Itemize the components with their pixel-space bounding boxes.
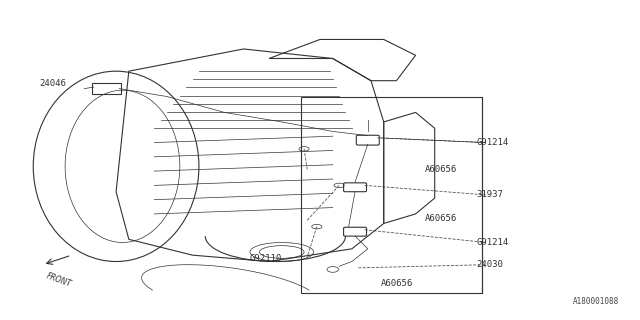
Text: FRONT: FRONT bbox=[45, 271, 72, 288]
Text: G92110: G92110 bbox=[250, 254, 282, 263]
Text: A60656: A60656 bbox=[381, 279, 413, 288]
Text: A180001088: A180001088 bbox=[573, 297, 620, 306]
Text: 24030: 24030 bbox=[476, 260, 503, 269]
Text: 24046: 24046 bbox=[40, 79, 67, 88]
Bar bbox=[301, 97, 483, 293]
Text: G91214: G91214 bbox=[476, 138, 508, 147]
Text: A60656: A60656 bbox=[425, 165, 458, 174]
Text: A60656: A60656 bbox=[425, 214, 458, 223]
Text: 31937: 31937 bbox=[476, 190, 503, 199]
Text: G91214: G91214 bbox=[476, 238, 508, 247]
